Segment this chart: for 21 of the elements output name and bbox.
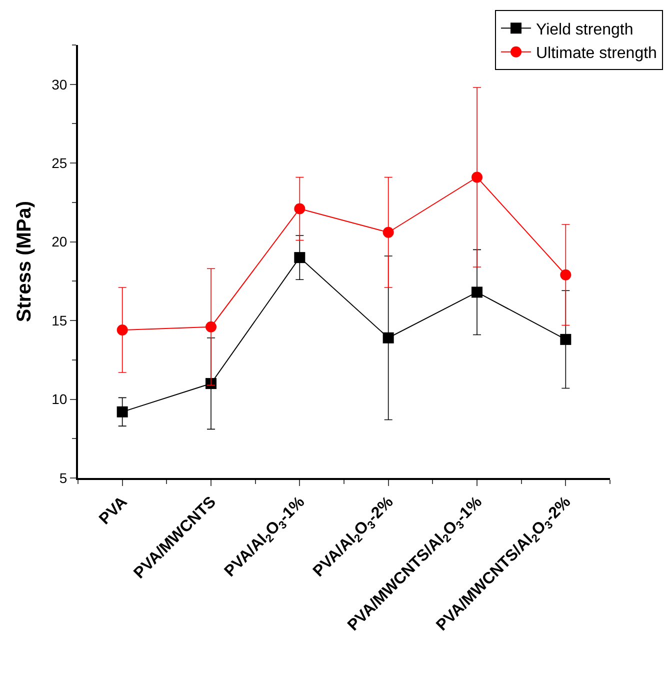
point <box>116 324 128 336</box>
y-tick-label: 10 <box>52 391 68 408</box>
y-tick-label: 30 <box>52 76 68 92</box>
x-tick-label: PVA <box>96 493 132 528</box>
y-tick-label: 25 <box>52 154 68 171</box>
y-tick-label: 15 <box>52 312 68 328</box>
point <box>382 226 394 238</box>
y-tick-label: 20 <box>52 234 68 250</box>
legend-label: Ultimate strength <box>536 45 657 62</box>
point <box>382 332 394 344</box>
point <box>560 334 572 345</box>
legend-label: Yield strength <box>536 21 634 38</box>
point <box>116 406 128 418</box>
point <box>294 252 306 264</box>
point <box>294 203 306 214</box>
y-tick-label: 5 <box>59 470 68 486</box>
point <box>560 269 572 280</box>
point <box>472 286 482 298</box>
point <box>206 321 216 332</box>
point <box>472 172 482 183</box>
y-axis-title: Stress (MPa) <box>14 200 36 322</box>
